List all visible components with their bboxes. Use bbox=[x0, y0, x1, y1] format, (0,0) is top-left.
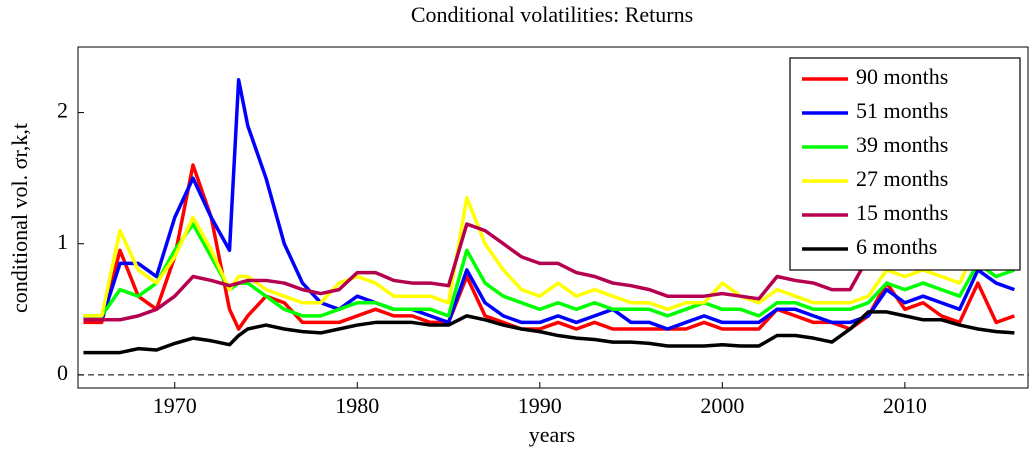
series-line bbox=[83, 78, 1015, 331]
legend-label: 27 months bbox=[856, 166, 948, 191]
x-tick-label: 1980 bbox=[335, 393, 379, 418]
legend-label: 51 months bbox=[856, 98, 948, 123]
plot-frame bbox=[77, 46, 1029, 389]
legend-label: 6 months bbox=[856, 234, 937, 259]
y-axis-label: conditional vol. σr,k,t bbox=[7, 123, 32, 313]
y-tick-label: 2 bbox=[57, 98, 68, 123]
x-tick-label: 2010 bbox=[883, 393, 927, 418]
x-tick-label: 2000 bbox=[700, 393, 744, 418]
plot-area bbox=[83, 78, 1015, 355]
series-line bbox=[83, 196, 1015, 318]
legend-label: 39 months bbox=[856, 132, 948, 157]
x-tick-label: 1970 bbox=[153, 393, 197, 418]
legend-label: 15 months bbox=[856, 200, 948, 225]
series-line bbox=[83, 222, 1015, 322]
x-tick-label: 1990 bbox=[518, 393, 562, 418]
x-axis-label: years bbox=[529, 422, 575, 447]
legend-box bbox=[789, 57, 1021, 271]
legend-label: 90 months bbox=[856, 64, 948, 89]
series-line bbox=[83, 310, 1015, 355]
y-tick-label: 1 bbox=[57, 229, 68, 254]
chart-title: Conditional volatilities: Returns bbox=[411, 2, 693, 27]
y-tick-label: 0 bbox=[57, 360, 68, 385]
